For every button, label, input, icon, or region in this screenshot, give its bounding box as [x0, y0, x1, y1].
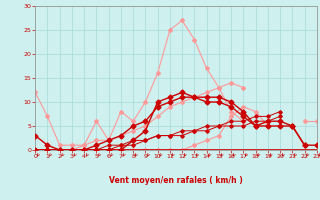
- X-axis label: Vent moyen/en rafales ( km/h ): Vent moyen/en rafales ( km/h ): [109, 176, 243, 185]
